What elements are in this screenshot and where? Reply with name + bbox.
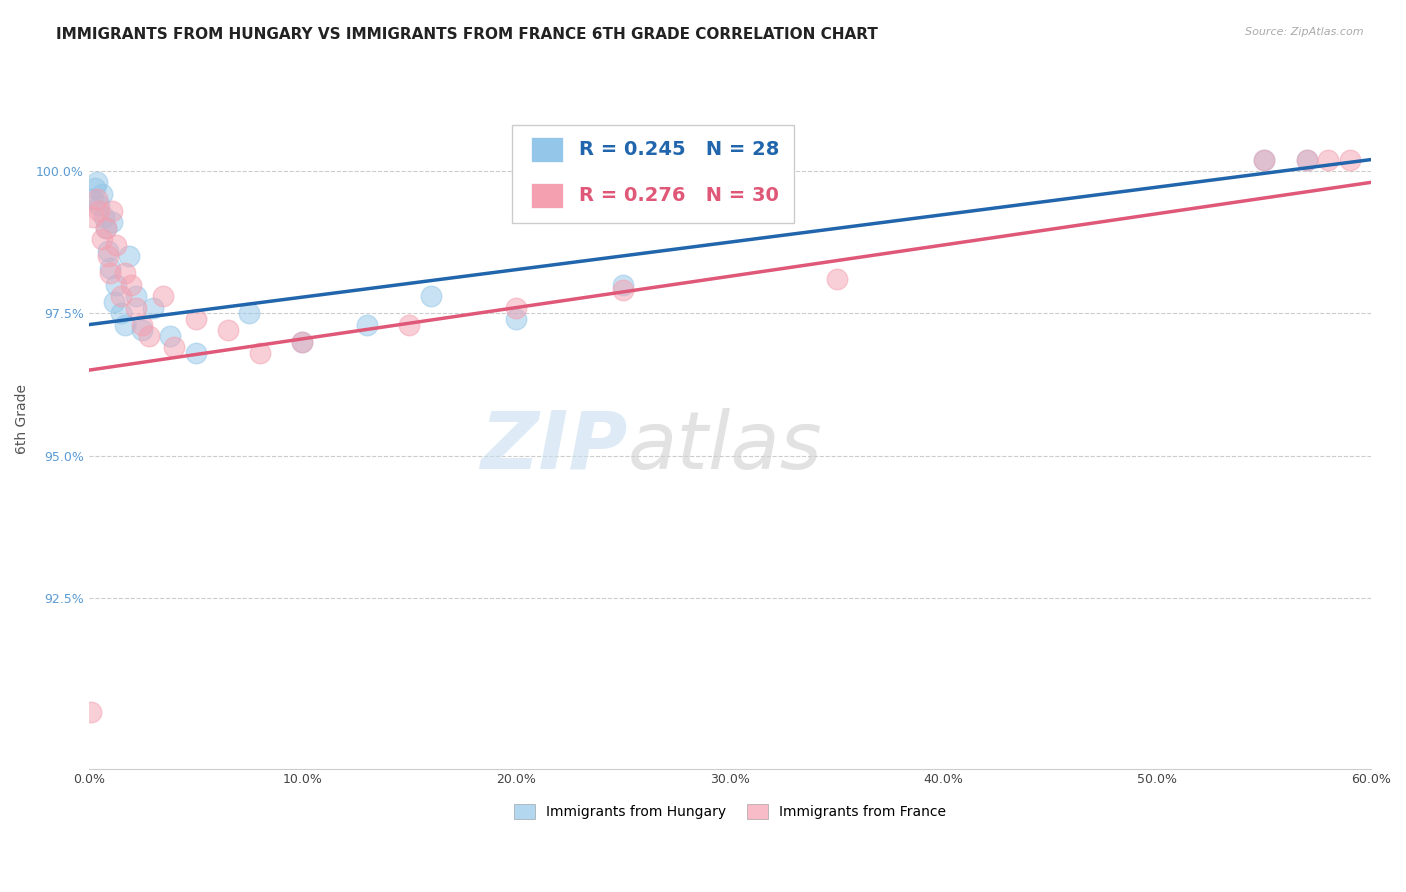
Point: [184, 346, 207, 360]
Text: R = 0.276   N = 30: R = 0.276 N = 30: [578, 186, 779, 205]
Point: [120, 277, 142, 292]
FancyBboxPatch shape: [512, 125, 794, 222]
Point: [1296, 153, 1319, 167]
Point: [125, 289, 148, 303]
Point: [612, 284, 634, 298]
Point: [98, 267, 121, 281]
Point: [105, 277, 128, 292]
Point: [125, 301, 148, 315]
Point: [94, 220, 117, 235]
Point: [291, 334, 314, 349]
Point: [505, 312, 527, 326]
Point: [86, 193, 108, 207]
Legend: Immigrants from Hungary, Immigrants from France: Immigrants from Hungary, Immigrants from…: [509, 798, 952, 825]
Point: [101, 215, 124, 229]
Text: ZIP: ZIP: [479, 408, 627, 485]
Point: [84, 181, 107, 195]
Point: [89, 198, 111, 212]
Point: [249, 346, 271, 360]
Point: [238, 306, 260, 320]
Point: [114, 267, 136, 281]
Point: [152, 289, 174, 303]
FancyBboxPatch shape: [531, 184, 564, 208]
Point: [118, 249, 141, 263]
Point: [1253, 153, 1275, 167]
Point: [97, 244, 120, 258]
Text: atlas: atlas: [627, 408, 823, 485]
Point: [103, 294, 125, 309]
Point: [131, 323, 153, 337]
Point: [114, 318, 136, 332]
Point: [163, 340, 186, 354]
Point: [291, 334, 314, 349]
Point: [159, 329, 181, 343]
Point: [110, 289, 132, 303]
Point: [184, 312, 207, 326]
Point: [217, 323, 239, 337]
Point: [1317, 153, 1340, 167]
Point: [93, 210, 115, 224]
Point: [1339, 153, 1361, 167]
Point: [89, 203, 111, 218]
Point: [86, 175, 108, 189]
Point: [94, 220, 117, 235]
Text: Source: ZipAtlas.com: Source: ZipAtlas.com: [1246, 27, 1364, 37]
Point: [1253, 153, 1275, 167]
Point: [138, 329, 160, 343]
Point: [612, 277, 634, 292]
Point: [825, 272, 848, 286]
Point: [419, 289, 441, 303]
Point: [82, 210, 104, 224]
Point: [142, 301, 165, 315]
Point: [90, 232, 112, 246]
Text: R = 0.245   N = 28: R = 0.245 N = 28: [578, 140, 779, 159]
Point: [101, 203, 124, 218]
Point: [131, 318, 153, 332]
Point: [105, 238, 128, 252]
Y-axis label: 6th Grade: 6th Grade: [15, 384, 30, 453]
Point: [505, 301, 527, 315]
Text: IMMIGRANTS FROM HUNGARY VS IMMIGRANTS FROM FRANCE 6TH GRADE CORRELATION CHART: IMMIGRANTS FROM HUNGARY VS IMMIGRANTS FR…: [56, 27, 879, 42]
Point: [98, 260, 121, 275]
Point: [398, 318, 420, 332]
FancyBboxPatch shape: [531, 137, 564, 161]
Point: [1296, 153, 1319, 167]
Point: [356, 318, 378, 332]
Point: [80, 193, 103, 207]
Point: [90, 186, 112, 201]
Point: [80, 705, 103, 719]
Point: [110, 306, 132, 320]
Point: [97, 249, 120, 263]
